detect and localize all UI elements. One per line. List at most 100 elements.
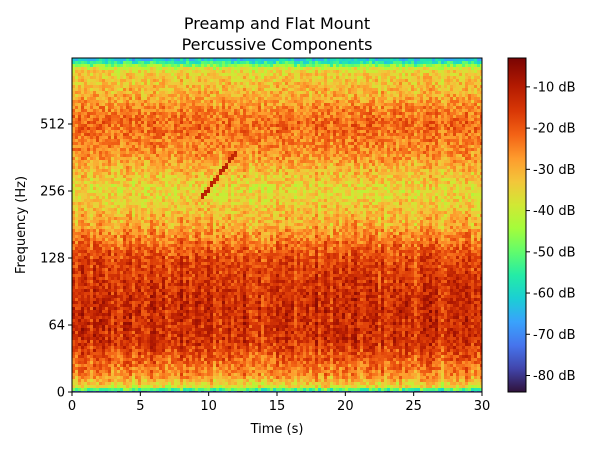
heatmap-cell bbox=[306, 121, 310, 125]
heatmap-cell bbox=[375, 127, 379, 131]
heatmap-cell bbox=[249, 112, 253, 116]
heatmap-cell bbox=[429, 109, 433, 113]
heatmap-cell bbox=[105, 136, 109, 140]
heatmap-cell bbox=[222, 76, 226, 80]
heatmap-cell bbox=[237, 133, 241, 137]
heatmap-cell bbox=[114, 133, 118, 137]
heatmap-cell bbox=[318, 88, 322, 92]
heatmap-cell bbox=[321, 124, 325, 128]
heatmap-cell bbox=[159, 133, 163, 137]
heatmap-cell bbox=[372, 133, 376, 137]
heatmap-cell bbox=[90, 91, 94, 95]
heatmap-cell bbox=[195, 64, 199, 68]
heatmap-cell bbox=[282, 64, 286, 68]
heatmap-cell bbox=[234, 133, 238, 137]
heatmap-cell bbox=[177, 94, 181, 98]
heatmap-cell bbox=[345, 160, 349, 164]
heatmap-cell bbox=[396, 109, 400, 113]
heatmap-cell bbox=[201, 139, 205, 143]
heatmap-cell bbox=[204, 148, 208, 152]
heatmap-cell bbox=[354, 118, 358, 122]
heatmap-cell bbox=[423, 97, 427, 101]
heatmap-cell bbox=[474, 130, 478, 134]
heatmap-cell bbox=[378, 67, 382, 71]
heatmap-cell bbox=[72, 88, 76, 92]
heatmap-cell bbox=[390, 82, 394, 86]
heatmap-cell bbox=[162, 106, 166, 110]
heatmap-cell bbox=[348, 124, 352, 128]
heatmap-cell bbox=[258, 148, 262, 152]
heatmap-cell bbox=[372, 130, 376, 134]
heatmap-cell bbox=[183, 94, 187, 98]
heatmap-cell bbox=[78, 154, 82, 158]
heatmap-cell bbox=[168, 58, 172, 62]
heatmap-cell bbox=[357, 76, 361, 80]
heatmap-cell bbox=[294, 97, 298, 101]
heatmap-cell bbox=[213, 97, 217, 101]
heatmap-cell bbox=[327, 139, 331, 143]
heatmap-cell bbox=[309, 157, 313, 161]
heatmap-cell bbox=[303, 67, 307, 71]
heatmap-cell bbox=[360, 67, 364, 71]
heatmap-cell bbox=[207, 88, 211, 92]
heatmap-cell bbox=[207, 97, 211, 101]
heatmap-cell bbox=[243, 151, 247, 155]
heatmap-cell bbox=[276, 109, 280, 113]
heatmap-cell bbox=[252, 127, 256, 131]
heatmap-cell bbox=[210, 124, 214, 128]
heatmap-cell bbox=[384, 70, 388, 74]
heatmap-cell bbox=[378, 157, 382, 161]
heatmap-cell bbox=[231, 109, 235, 113]
heatmap-cell bbox=[267, 109, 271, 113]
heatmap-cell bbox=[297, 100, 301, 104]
heatmap-cell bbox=[150, 136, 154, 140]
heatmap-cell bbox=[444, 148, 448, 152]
heatmap-cell bbox=[465, 91, 469, 95]
heatmap-cell bbox=[255, 151, 259, 155]
heatmap-cell bbox=[228, 139, 232, 143]
heatmap-cell bbox=[390, 151, 394, 155]
heatmap-cell bbox=[336, 121, 340, 125]
heatmap-cell bbox=[117, 151, 121, 155]
heatmap-cell bbox=[177, 139, 181, 143]
heatmap-cell bbox=[444, 58, 448, 62]
heatmap-cell bbox=[156, 79, 160, 83]
heatmap-cell bbox=[90, 67, 94, 71]
heatmap-cell bbox=[234, 127, 238, 131]
heatmap-cell bbox=[408, 82, 412, 86]
heatmap-cell bbox=[390, 88, 394, 92]
heatmap-cell bbox=[252, 64, 256, 68]
heatmap-cell bbox=[249, 166, 253, 170]
heatmap-cell bbox=[402, 106, 406, 110]
heatmap-cell bbox=[243, 139, 247, 143]
heatmap-cell bbox=[162, 82, 166, 86]
heatmap-cell bbox=[285, 136, 289, 140]
heatmap-cell bbox=[186, 67, 190, 71]
heatmap-cell bbox=[195, 79, 199, 83]
heatmap-cell bbox=[336, 85, 340, 89]
heatmap-cell bbox=[240, 148, 244, 152]
heatmap-cell bbox=[249, 118, 253, 122]
heatmap-cell bbox=[387, 142, 391, 146]
heatmap-cell bbox=[348, 109, 352, 113]
heatmap-cell bbox=[468, 157, 472, 161]
heatmap-cell bbox=[117, 118, 121, 122]
heatmap-cell bbox=[360, 115, 364, 119]
heatmap-cell bbox=[234, 85, 238, 89]
heatmap-cell bbox=[288, 58, 292, 62]
heatmap-cell bbox=[351, 124, 355, 128]
heatmap-cell bbox=[201, 67, 205, 71]
heatmap-cell bbox=[246, 70, 250, 74]
heatmap-cell bbox=[228, 124, 232, 128]
heatmap-cell bbox=[393, 118, 397, 122]
heatmap-cell bbox=[108, 130, 112, 134]
heatmap-cell bbox=[105, 94, 109, 98]
heatmap-cell bbox=[135, 70, 139, 74]
heatmap-cell bbox=[129, 148, 133, 152]
heatmap-cell bbox=[303, 82, 307, 86]
heatmap-cell bbox=[201, 103, 205, 107]
heatmap-cell bbox=[282, 70, 286, 74]
heatmap-cell bbox=[441, 160, 445, 164]
heatmap-cell bbox=[210, 112, 214, 116]
heatmap-cell bbox=[315, 127, 319, 131]
